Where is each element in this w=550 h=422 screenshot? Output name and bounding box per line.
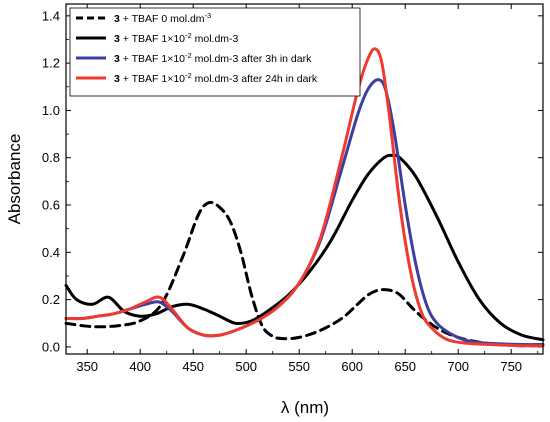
legend-label-text: + TBAF 0 mol.dm — [120, 13, 205, 25]
tick-layer: 350 400 450 500 550 600 650 700 750 0.0 0.2 0.4 0.6 0… — [42, 4, 543, 374]
legend-label-compound: 3 — [114, 33, 120, 45]
y-tick-label: 1.2 — [42, 56, 60, 71]
x-tick-label: 750 — [500, 359, 522, 374]
series-line-4 — [64, 47, 545, 348]
series-layer — [64, 47, 545, 348]
legend-label-text: + TBAF 1×10 — [120, 33, 185, 45]
y-tick-label: 0.0 — [42, 339, 60, 354]
series-line-2 — [64, 153, 545, 342]
x-axis-label: λ (nm) — [281, 398, 329, 417]
legend-label-4: 3 + TBAF 1×10-2 mol.dm-3 after 24h in da… — [114, 71, 318, 85]
y-tick-label: 0.8 — [42, 150, 60, 165]
x-tick-label: 600 — [341, 359, 363, 374]
legend-label-compound: 3 — [114, 13, 120, 25]
legend-label-sup: -2 — [185, 31, 192, 40]
legend-label-text: + TBAF 1×10 — [120, 73, 185, 85]
legend-label-2: 3 + TBAF 1×10-2 mol.dm-3 — [114, 31, 239, 45]
x-tick-label: 550 — [288, 359, 310, 374]
legend-label-sup: -2 — [185, 51, 192, 60]
legend-label-1: 3 + TBAF 0 mol.dm-3 — [114, 11, 211, 25]
x-tick-label: 350 — [76, 359, 98, 374]
y-axis-label: Absorbance — [5, 134, 24, 225]
legend-label-compound: 3 — [114, 73, 120, 85]
y-tick-label: 1.0 — [42, 103, 60, 118]
legend-label-compound: 3 — [114, 53, 120, 65]
legend-label-text: + TBAF 1×10 — [120, 53, 185, 65]
legend-label-sup: -3 — [205, 11, 212, 20]
y-tick-label: 0.2 — [42, 292, 60, 307]
x-tick-label: 450 — [182, 359, 204, 374]
y-tick-label: 1.4 — [42, 8, 60, 23]
x-tick-label: 500 — [235, 359, 257, 374]
x-tick-label: 700 — [447, 359, 469, 374]
y-tick-label: 0.6 — [42, 198, 60, 213]
legend-label-rest: mol.dm-3 — [192, 33, 239, 45]
x-tick-label: 650 — [394, 359, 416, 374]
legend-label-rest: mol.dm-3 after 24h in dark — [192, 73, 318, 85]
legend-label-3: 3 + TBAF 1×10-2 mol.dm-3 after 3h in dar… — [114, 51, 312, 65]
legend-label-rest: mol.dm-3 after 3h in dark — [192, 53, 312, 65]
legend-label-sup: -2 — [185, 71, 192, 80]
y-tick-label: 0.4 — [42, 245, 60, 260]
x-tick-label: 400 — [129, 359, 151, 374]
legend-items: 3 + TBAF 0 mol.dm-33 + TBAF 1×10-2 mol.d… — [76, 11, 318, 85]
legend-frame — [69, 7, 361, 97]
plot-frame — [65, 3, 544, 355]
legend: 3 + TBAF 0 mol.dm-33 + TBAF 1×10-2 mol.d… — [69, 7, 361, 97]
series-line-1 — [64, 200, 545, 348]
